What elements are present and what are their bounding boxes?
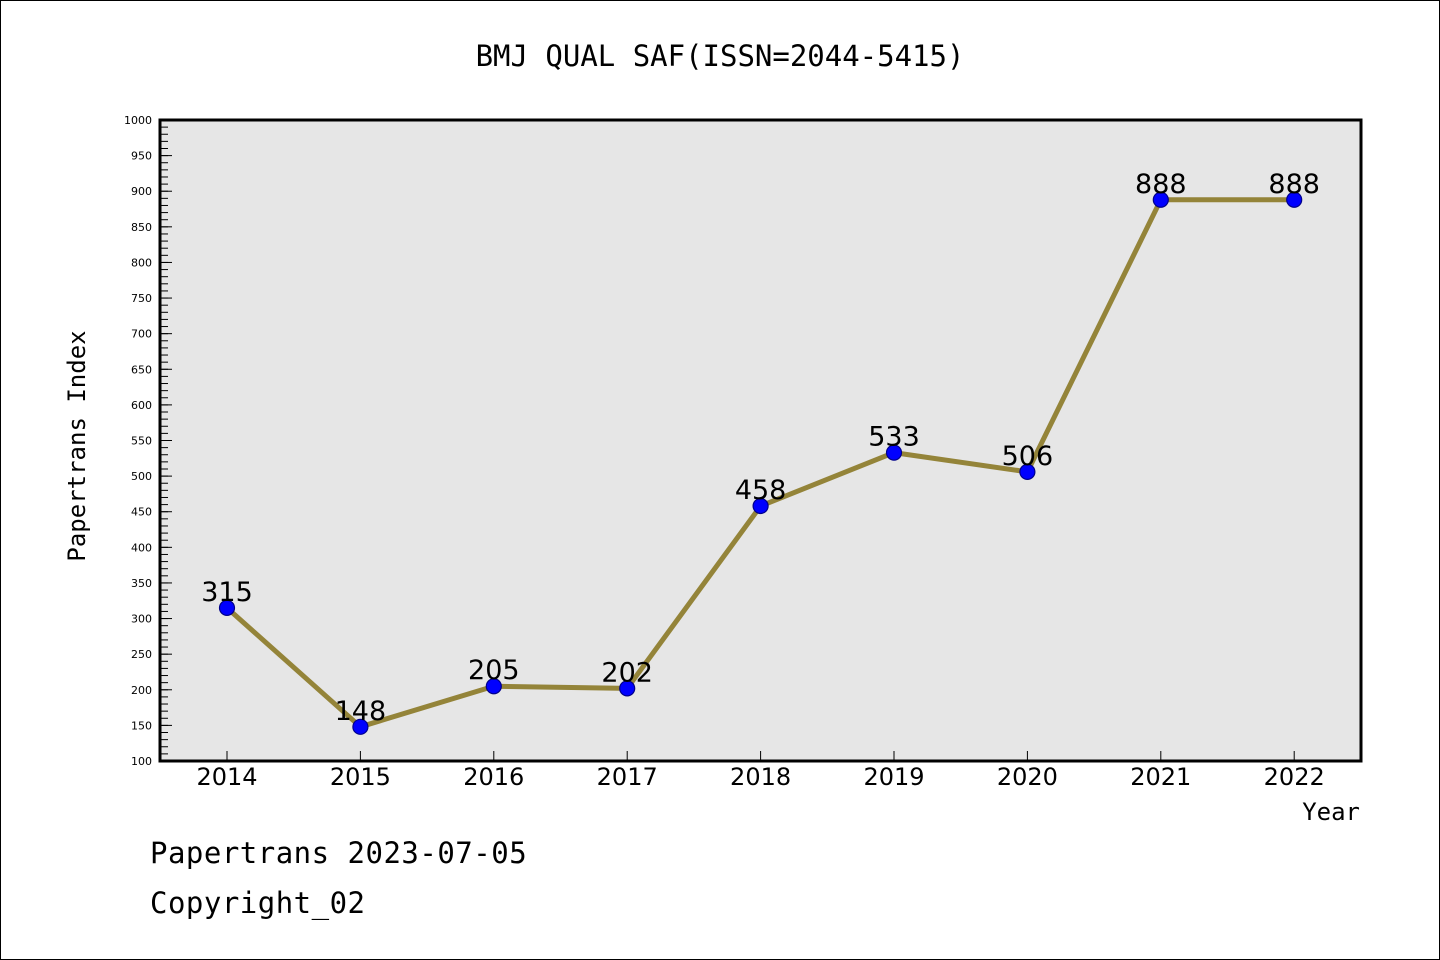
- data-label: 533: [868, 422, 920, 453]
- data-label: 888: [1268, 169, 1320, 200]
- y-tick-label: 950: [131, 150, 152, 163]
- y-tick-label: 500: [131, 470, 152, 483]
- y-tick-label: 850: [131, 221, 152, 234]
- y-tick-label: 150: [131, 719, 152, 732]
- y-axis-title: Papertrans Index: [63, 330, 91, 561]
- y-tick-label: 450: [131, 506, 152, 519]
- y-tick-label: 900: [131, 185, 152, 198]
- data-point-marker: [619, 680, 636, 697]
- data-point-marker: [1019, 463, 1036, 480]
- y-tick-label: 800: [131, 256, 152, 269]
- plot-frame: [158, 118, 1363, 763]
- data-point-marker: [885, 444, 903, 461]
- x-ticks: [226, 751, 1295, 761]
- y-tick-label: 700: [131, 328, 152, 341]
- chart-title: BMJ QUAL SAF(ISSN=2044-5415): [476, 39, 965, 73]
- y-tick-label: 300: [131, 613, 152, 626]
- data-label: 205: [468, 655, 520, 686]
- data-point-marker: [1286, 191, 1303, 208]
- data-point-marker: [352, 718, 369, 735]
- x-tick-labels: 2014 2015 2016 2017 2018 2019 2020 2021 2022: [196, 763, 1324, 791]
- x-tick-label: 2018: [730, 763, 791, 791]
- y-major-ticks: [160, 119, 172, 762]
- y-tick-label: 250: [131, 648, 152, 661]
- x-tick-label: 2017: [597, 763, 658, 791]
- y-tick-label: 400: [131, 541, 152, 554]
- y-tick-label: 650: [131, 363, 152, 376]
- y-tick-label: 200: [131, 684, 152, 697]
- data-label: 202: [601, 657, 653, 688]
- data-point-marker: [485, 678, 502, 695]
- data-label: 458: [735, 475, 787, 506]
- x-tick-label: 2021: [1130, 763, 1191, 791]
- data-label: 148: [335, 696, 387, 727]
- x-tick-label: 2022: [1264, 763, 1325, 791]
- data-markers: [218, 191, 1303, 735]
- data-label: 315: [201, 577, 253, 608]
- x-tick-label: 2019: [863, 763, 924, 791]
- x-tick-label: 2014: [196, 763, 257, 791]
- x-tick-label: 2020: [997, 763, 1058, 791]
- data-labels: 315 148 205 202 458 533 506 888 888: [201, 169, 1320, 727]
- y-tick-label: 550: [131, 435, 152, 448]
- y-tick-label: 750: [131, 292, 152, 305]
- x-tick-label: 2015: [330, 763, 391, 791]
- data-label: 888: [1135, 169, 1187, 200]
- y-tick-label: 600: [131, 399, 152, 412]
- y-tick-label: 1000: [124, 114, 152, 127]
- data-point-marker: [752, 497, 769, 515]
- x-axis-title: Year: [1302, 798, 1360, 826]
- data-label: 506: [1002, 441, 1054, 472]
- data-point-marker: [1152, 191, 1169, 208]
- x-tick-label: 2016: [463, 763, 524, 791]
- y-tick-label: 100: [131, 755, 152, 768]
- y-tick-label: 350: [131, 577, 152, 590]
- footer-date-line: Papertrans 2023-07-05: [150, 836, 528, 870]
- y-tick-labels: 100 150 200 250 300 350 400 450 500 550 600 650 700 7…: [124, 114, 152, 768]
- data-point-marker: [218, 599, 236, 616]
- plot-area: [160, 120, 1361, 761]
- footer-copyright-line: Copyright_02: [150, 886, 366, 920]
